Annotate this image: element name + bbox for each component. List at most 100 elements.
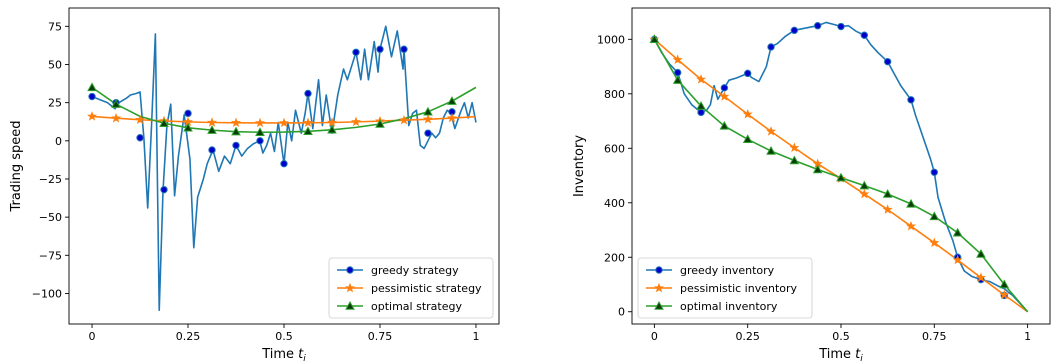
x-tick-label: 0.25: [176, 330, 201, 343]
legend-label-greedy-inventory: greedy inventory: [680, 264, 775, 277]
pessimistic-strategy-point: [398, 114, 409, 125]
greedy-strategy-point: [232, 141, 240, 150]
y-tick-label: −50: [39, 211, 62, 224]
y-tick-label: 200: [604, 251, 625, 264]
legend-marker-pessimistic-inventory: [654, 282, 664, 293]
optimal-inventory-point: [999, 279, 1010, 289]
series-line-greedy-strategy: [91, 25, 477, 312]
optimal-strategy-point: [207, 125, 217, 134]
optimal-inventory-point: [672, 75, 683, 84]
legend-marker-greedy-strategy: [346, 266, 354, 274]
greedy-strategy-point: [352, 48, 360, 56]
pessimistic-strategy-point: [446, 112, 457, 123]
greedy-strategy-point: [160, 185, 168, 194]
pessimistic-inventory-point: [952, 254, 963, 265]
greedy-inventory-point: [907, 96, 915, 104]
pessimistic-inventory-point: [766, 126, 777, 136]
greedy-inventory-point: [837, 22, 845, 31]
y-tick-label: −100: [32, 287, 62, 300]
pessimistic-strategy-point: [422, 114, 433, 124]
legend-label-optimal-inventory: optimal inventory: [680, 300, 778, 313]
pessimistic-inventory-point: [975, 272, 986, 282]
pessimistic-inventory-point: [696, 74, 707, 84]
legend-box: [637, 257, 813, 319]
optimal-strategy-point: [159, 118, 169, 127]
pessimistic-strategy-point: [326, 117, 337, 127]
optimal-inventory-point: [929, 211, 940, 221]
optimal-inventory-point: [812, 164, 823, 174]
legend-label-pessimistic-inventory: pessimistic inventory: [680, 282, 798, 295]
greedy-strategy-point: [88, 92, 96, 101]
optimal-inventory-point: [789, 155, 800, 165]
optimal-strategy-point: [375, 118, 385, 128]
x-tick-label: 0: [89, 330, 96, 343]
greedy-strategy-point: [400, 45, 408, 53]
pessimistic-strategy-point: [350, 116, 361, 127]
legend: greedy inventory pessimistic inventory opt…: [637, 257, 813, 319]
optimal-strategy-point: [111, 99, 121, 108]
inventory-chart: 0 0.25 0.5 0.75 1 0 200 400 600 800 1000 Time ti Inv…: [572, 7, 1051, 364]
pessimistic-inventory-point: [999, 289, 1010, 300]
pessimistic-strategy-point: [135, 114, 146, 124]
y-tick-label: 50: [48, 58, 62, 71]
x-tick-label: 0.5: [275, 330, 293, 343]
optimal-strategy-point: [231, 126, 241, 136]
pessimistic-strategy-point: [302, 117, 313, 128]
pessimistic-strategy-point: [87, 111, 98, 121]
y-tick-label: 400: [604, 197, 625, 210]
greedy-inventory-point: [720, 84, 729, 92]
greedy-strategy-point: [136, 134, 144, 142]
series-line-optimal-strategy: [91, 86, 477, 134]
optimal-inventory-point: [742, 134, 753, 144]
y-tick-label: 75: [48, 20, 62, 33]
x-tick-label: 0: [651, 330, 658, 343]
optimal-strategy-point: [183, 122, 193, 132]
greedy-strategy-point: [424, 129, 432, 137]
legend-label-pessimistic-strategy: pessimistic strategy: [371, 282, 482, 295]
greedy-strategy-point: [184, 109, 192, 118]
legend-marker-optimal-inventory: [654, 300, 664, 310]
y-tick-label: −75: [39, 249, 62, 262]
optimal-strategy-point: [87, 82, 97, 92]
optimal-inventory-point: [882, 189, 893, 198]
greedy-strategy-point: [376, 45, 384, 53]
y-tick-label: 600: [604, 142, 625, 155]
x-tick-label: 0.25: [735, 330, 760, 343]
pessimistic-strategy-point: [255, 117, 266, 128]
greedy-inventory-point: [860, 31, 869, 39]
optimal-strategy-point: [423, 106, 433, 116]
x-tick-label: 0.5: [832, 330, 850, 343]
pessimistic-inventory-point: [742, 108, 753, 119]
legend-marker-optimal-strategy: [345, 300, 355, 310]
y-axis-label: Inventory: [572, 135, 587, 197]
greedy-inventory-point: [697, 108, 705, 117]
pessimistic-inventory-point: [859, 188, 870, 199]
y-tick-label: 800: [604, 88, 625, 101]
legend-marker-greedy-inventory: [655, 266, 663, 274]
legend-box: [328, 257, 494, 319]
pessimistic-inventory-point: [929, 237, 940, 248]
optimal-strategy-point: [303, 126, 313, 136]
x-tick-label: 0.75: [368, 330, 393, 343]
greedy-strategy-point: [256, 137, 264, 145]
pessimistic-strategy-point: [231, 117, 242, 128]
greedy-strategy-point: [208, 146, 216, 154]
greedy-strategy-point: [280, 160, 288, 168]
optimal-inventory-point: [976, 248, 986, 258]
optimal-inventory-point: [836, 172, 846, 182]
legend-label-greedy-strategy: greedy strategy: [371, 264, 459, 277]
legend-label-optimal-strategy: optimal strategy: [371, 300, 462, 313]
optimal-inventory-point: [719, 120, 730, 130]
x-tick-label: 1: [472, 330, 479, 343]
optimal-strategy-point: [327, 124, 337, 134]
optimal-inventory-point: [859, 180, 870, 190]
y-tick-label: 0: [618, 306, 625, 319]
y-tick-label: 25: [48, 97, 62, 110]
y-tick-label: 0: [55, 135, 62, 148]
optimal-inventory-point: [649, 34, 660, 44]
pessimistic-inventory-point: [789, 142, 800, 153]
optimal-inventory-point: [696, 101, 706, 110]
pessimistic-strategy-point: [279, 117, 289, 128]
pessimistic-inventory-point: [672, 54, 683, 65]
